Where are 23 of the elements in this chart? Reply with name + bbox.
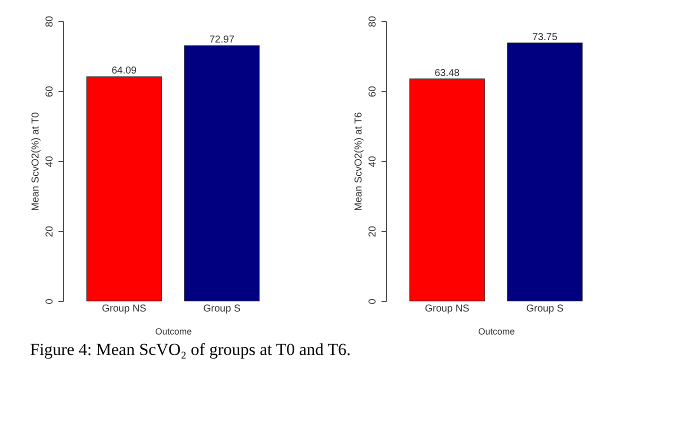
y-tick-label: 40 <box>44 156 56 168</box>
data-label: 64.09 <box>112 66 138 77</box>
y-tick-label: 80 <box>368 16 378 28</box>
y-tick-label: 0 <box>44 298 56 304</box>
y-tick-label: 20 <box>44 226 56 238</box>
x-tick-label: Group NS <box>102 304 147 314</box>
y-tick-label: 80 <box>44 16 56 28</box>
y-axis-title: Mean ScvO2(%) at T0 <box>30 112 42 211</box>
data-label: 72.97 <box>209 34 235 46</box>
y-tick-label: 20 <box>368 226 378 238</box>
x-tick-label: Group S <box>203 304 241 314</box>
x-axis-title: Outcome <box>478 326 515 336</box>
y-axis-title: Mean ScvO2(%) at T6 <box>354 112 364 211</box>
data-label: 63.48 <box>434 68 460 79</box>
x-axis-title: Outcome <box>155 326 192 336</box>
x-tick-label: Group S <box>526 304 564 314</box>
y-tick-label: 60 <box>44 86 56 98</box>
x-tick-label: Group NS <box>424 304 470 314</box>
caption: Figure 4: Mean ScVO₂ of groups at T0 and T6. <box>30 340 351 359</box>
y-tick-label: 40 <box>368 156 378 168</box>
y-tick-label: 0 <box>368 298 378 304</box>
data-label: 73.75 <box>532 32 558 43</box>
y-tick-label: 60 <box>368 86 378 98</box>
